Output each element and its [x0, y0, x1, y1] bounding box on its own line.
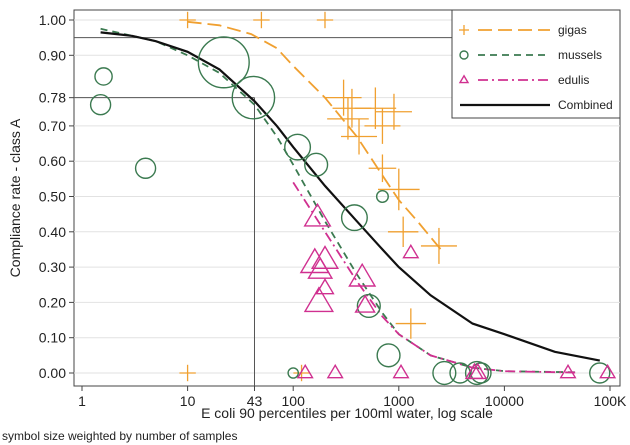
data-point-gigas [179, 364, 196, 382]
data-point-mussels [589, 362, 611, 384]
data-point-gigas [341, 118, 378, 155]
data-point-mussels [89, 94, 112, 116]
legend-marker [459, 50, 469, 60]
legend-item-gigas: gigas [459, 23, 587, 37]
y-tick-label: 0.00 [39, 365, 66, 381]
x-tick-label: 1000 [383, 393, 414, 409]
legend-item-edulis: edulis [458, 73, 589, 87]
footnote: symbol size weighted by number of sample… [2, 429, 237, 443]
curve-edulis [292, 181, 579, 374]
data-point-mussels [432, 360, 457, 386]
series-edulis [296, 202, 617, 380]
data-points [89, 11, 617, 386]
data-point-edulis [468, 362, 488, 380]
curve-gigas [187, 20, 442, 250]
y-axis-title: Compliance rate - class A [7, 118, 23, 277]
x-tick-label: 43 [247, 393, 263, 409]
y-tick-label: 0.50 [39, 189, 66, 205]
y-tick-label: 0.30 [39, 259, 66, 275]
data-point-edulis [310, 245, 340, 269]
data-point-mussels [470, 362, 492, 384]
data-point-edulis [402, 243, 420, 259]
legend-label: gigas [558, 23, 587, 37]
data-point-edulis [307, 256, 334, 279]
data-point-mussels [376, 343, 401, 368]
y-tick-label: 0.60 [39, 153, 66, 169]
legend: gigas mussels edulis Combined [451, 9, 621, 119]
data-point-edulis [392, 363, 410, 379]
data-point-mussels [304, 152, 329, 177]
data-point-gigas [420, 227, 457, 264]
data-point-edulis [296, 363, 314, 379]
data-point-mussels [284, 133, 312, 161]
y-tick-label: 0.10 [39, 330, 66, 346]
data-point-gigas [375, 93, 412, 130]
data-point-mussels [464, 360, 490, 386]
data-point-edulis [303, 202, 332, 227]
series-mussels [89, 36, 611, 386]
legend-label: Combined [558, 98, 613, 112]
data-point-mussels [94, 67, 113, 86]
y-tick-label: 1.00 [39, 12, 66, 28]
series-gigas [179, 11, 457, 382]
data-point-mussels [134, 157, 157, 179]
legend-marker [458, 74, 470, 84]
data-point-gigas [378, 168, 420, 211]
data-point-mussels [375, 189, 389, 203]
x-axis: 1 10 43 100 1000 10000 100K [78, 386, 627, 409]
legend-box [451, 9, 621, 119]
y-tick-label: 0.40 [39, 224, 66, 240]
legend-item-combined: Combined [460, 98, 613, 112]
legend-label: edulis [558, 73, 589, 87]
x-tick-label: 1 [78, 393, 86, 409]
x-tick-label: 10000 [485, 393, 524, 409]
data-point-mussels [231, 75, 276, 120]
data-point-edulis [354, 294, 376, 313]
data-point-mussels [340, 204, 368, 232]
data-point-edulis [315, 278, 335, 295]
legend-item-mussels: mussels [459, 48, 602, 62]
y-tick-label: 0.70 [39, 118, 66, 134]
data-point-gigas [253, 11, 270, 29]
legend-marker [459, 25, 469, 35]
curve-combined [100, 31, 601, 362]
y-tick-label: 0.90 [39, 47, 66, 63]
x-tick-label: 100 [282, 393, 306, 409]
legend-label: mussels [558, 48, 602, 62]
data-point-edulis [348, 262, 377, 287]
data-point-mussels [449, 362, 471, 384]
data-point-gigas [327, 98, 369, 140]
x-tick-label: 10 [180, 393, 196, 409]
y-axis: 0.00 0.10 0.20 0.30 0.40 0.50 0.60 0.70 0.78 0.90… [39, 12, 74, 381]
data-point-gigas [316, 11, 334, 29]
data-point-gigas [293, 364, 310, 382]
data-point-gigas [387, 216, 419, 247]
y-tick-label: 0.20 [39, 294, 66, 310]
data-point-edulis [303, 286, 335, 313]
x-tick-label: 100K [594, 393, 627, 409]
data-point-edulis [599, 363, 617, 379]
data-point-mussels [287, 367, 300, 379]
data-point-gigas [368, 154, 397, 183]
data-point-edulis [559, 363, 577, 379]
x-axis-title: E coli 90 percentiles per 100ml water, l… [201, 405, 493, 421]
data-point-gigas [325, 79, 362, 116]
data-point-gigas [354, 87, 397, 130]
fitted-curves [100, 20, 601, 374]
data-point-mussels [197, 36, 250, 89]
data-point-gigas [179, 11, 196, 29]
y-tick-label: 0.78 [39, 90, 66, 106]
data-point-mussels [356, 293, 381, 319]
data-point-gigas [395, 308, 427, 339]
data-point-edulis [326, 363, 344, 379]
